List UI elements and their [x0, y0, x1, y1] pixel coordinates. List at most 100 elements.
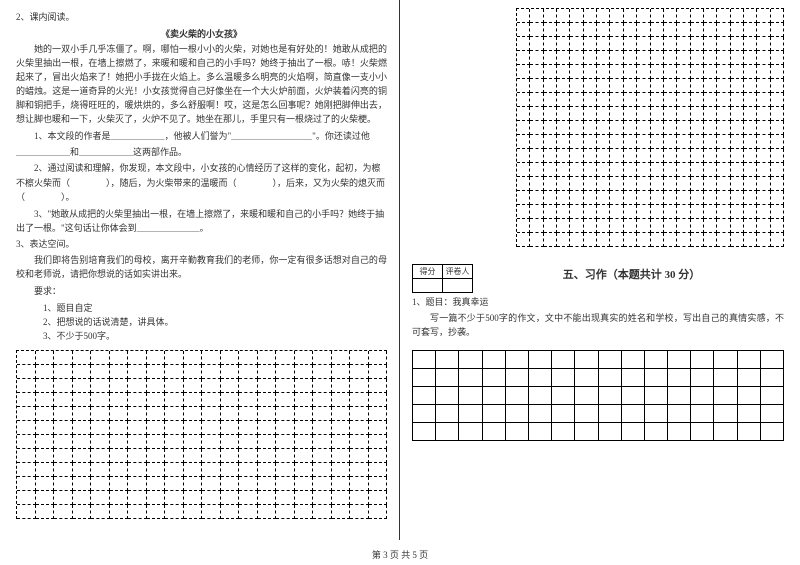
grid-cell — [413, 387, 436, 405]
grid-cell — [597, 219, 610, 233]
grid-cell — [584, 205, 597, 219]
grid-cell — [258, 477, 277, 491]
grid-cell — [530, 65, 543, 79]
grid-cell — [530, 163, 543, 177]
grid-cell — [91, 477, 110, 491]
grid-cell — [258, 407, 277, 421]
grid-cell — [258, 365, 277, 379]
grid-cell — [517, 233, 530, 247]
grid-cell — [610, 79, 623, 93]
grid-cell — [651, 205, 664, 219]
grid-cell — [624, 191, 637, 205]
grid-cell — [459, 387, 482, 405]
grid-cell — [744, 23, 757, 37]
grid-cell — [744, 121, 757, 135]
grid-cell — [570, 65, 583, 79]
grid-cell — [544, 219, 557, 233]
page-footer: 第 3 页 共 5 页 — [0, 548, 800, 561]
grid-cell — [668, 387, 691, 405]
grid-cell — [276, 491, 295, 505]
grid-cell — [691, 369, 714, 387]
grid-cell — [73, 407, 92, 421]
grid-cell — [744, 135, 757, 149]
grid-cell — [544, 65, 557, 79]
grid-cell — [691, 351, 714, 369]
grid-cell — [677, 9, 690, 23]
grid-cell — [221, 435, 240, 449]
grid-cell — [436, 387, 459, 405]
grid-cell — [677, 65, 690, 79]
grid-cell — [276, 477, 295, 491]
grid-cell — [651, 233, 664, 247]
grid-cell — [757, 135, 770, 149]
grid-cell — [677, 51, 690, 65]
grid-cell — [624, 135, 637, 149]
grid-cell — [544, 191, 557, 205]
grid-cell — [757, 65, 770, 79]
grid-cell — [731, 93, 744, 107]
grid-cell — [332, 491, 351, 505]
grid-cell — [624, 107, 637, 121]
grid-cell — [704, 51, 717, 65]
grid-cell — [677, 135, 690, 149]
grid-cell — [73, 463, 92, 477]
score-blank-1 — [413, 279, 443, 293]
grid-cell — [664, 205, 677, 219]
grid-cell — [771, 135, 784, 149]
grid-cell — [221, 477, 240, 491]
grid-cell — [664, 51, 677, 65]
grid-cell — [184, 435, 203, 449]
grid-cell — [54, 505, 73, 519]
grid-cell — [17, 407, 36, 421]
grid-cell — [651, 79, 664, 93]
grid-cell — [622, 369, 645, 387]
grid-cell — [128, 463, 147, 477]
grid-cell — [202, 505, 221, 519]
grid-cell — [570, 177, 583, 191]
grid-cell — [276, 379, 295, 393]
grid-cell — [599, 369, 622, 387]
grid-cell — [54, 477, 73, 491]
grid-cell — [54, 407, 73, 421]
grid-cell — [91, 463, 110, 477]
grid-cell — [717, 219, 730, 233]
score-label-grader: 评卷人 — [443, 265, 473, 279]
grid-cell — [544, 79, 557, 93]
grid-cell — [717, 121, 730, 135]
grid-cell — [369, 393, 388, 407]
grid-cell — [332, 463, 351, 477]
grid-cell — [557, 149, 570, 163]
grid-cell — [717, 37, 730, 51]
grid-cell — [584, 107, 597, 121]
grid-cell — [276, 393, 295, 407]
grid-cell — [731, 23, 744, 37]
score-row: 得分 评卷人 五、习作（本题共计 30 分） — [412, 264, 784, 293]
grid-cell — [771, 149, 784, 163]
grid-cell — [530, 205, 543, 219]
grid-cell — [506, 387, 529, 405]
grid-cell — [691, 163, 704, 177]
grid-cell — [184, 393, 203, 407]
grid-cell — [744, 93, 757, 107]
grid-cell — [704, 149, 717, 163]
grid-cell — [757, 23, 770, 37]
grid-cell — [757, 205, 770, 219]
grid-cell — [544, 51, 557, 65]
grid-cell — [691, 37, 704, 51]
grid-cell — [165, 407, 184, 421]
grid-cell — [530, 9, 543, 23]
grid-cell — [332, 477, 351, 491]
grid-cell — [17, 379, 36, 393]
grid-cell — [436, 423, 459, 441]
grid-cell — [544, 149, 557, 163]
grid-cell — [584, 219, 597, 233]
grid-cell — [557, 79, 570, 93]
requirement-1: 1、题目自定 — [16, 301, 387, 315]
grid-cell — [717, 51, 730, 65]
grid-cell — [221, 407, 240, 421]
grid-cell — [668, 369, 691, 387]
grid-cell — [584, 37, 597, 51]
grid-cell — [17, 393, 36, 407]
grid-cell — [637, 177, 650, 191]
grid-cell — [731, 79, 744, 93]
